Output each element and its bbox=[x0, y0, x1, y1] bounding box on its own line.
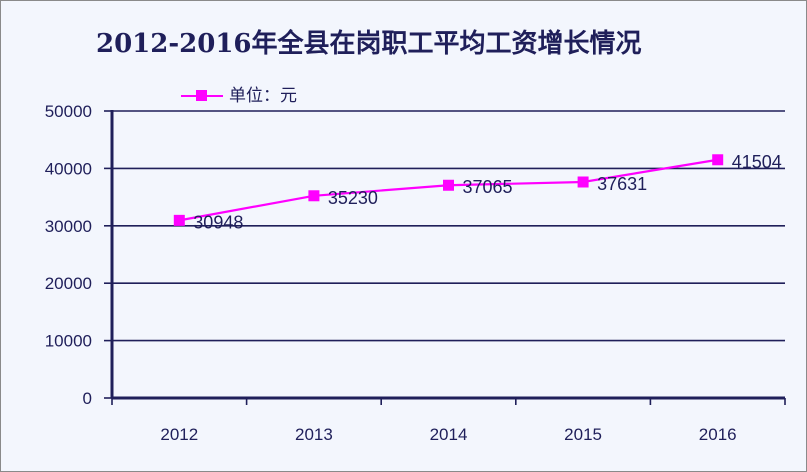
y-tick-label: 30000 bbox=[45, 217, 92, 236]
y-tick-label: 40000 bbox=[45, 159, 92, 178]
x-tick-label: 2013 bbox=[295, 425, 333, 444]
y-tick-label: 20000 bbox=[45, 274, 92, 293]
data-point bbox=[173, 214, 185, 226]
data-label: 41504 bbox=[732, 152, 782, 172]
chart-legend: 单位：元 bbox=[181, 81, 297, 106]
x-tick-label: 2016 bbox=[699, 425, 737, 444]
data-point bbox=[577, 176, 589, 188]
data-point bbox=[443, 179, 454, 191]
y-tick-label: 50000 bbox=[45, 102, 92, 121]
y-tick-label: 0 bbox=[83, 389, 92, 408]
data-label: 37631 bbox=[597, 174, 647, 194]
legend-swatch bbox=[181, 90, 223, 101]
data-label: 30948 bbox=[193, 212, 243, 232]
x-tick-label: 2015 bbox=[564, 425, 602, 444]
legend-label: 单位：元 bbox=[229, 86, 297, 106]
y-tick-label: 10000 bbox=[45, 332, 92, 351]
data-label: 37065 bbox=[463, 177, 513, 197]
data-point bbox=[308, 190, 320, 202]
x-tick-label: 2014 bbox=[430, 425, 468, 444]
x-tick-label: 2012 bbox=[160, 425, 198, 444]
chart-title: 2012-2016年全县在岗职工平均工资增长情况 bbox=[96, 29, 642, 59]
data-label: 35230 bbox=[328, 188, 378, 208]
data-point bbox=[712, 154, 724, 166]
legend-marker bbox=[196, 90, 207, 101]
